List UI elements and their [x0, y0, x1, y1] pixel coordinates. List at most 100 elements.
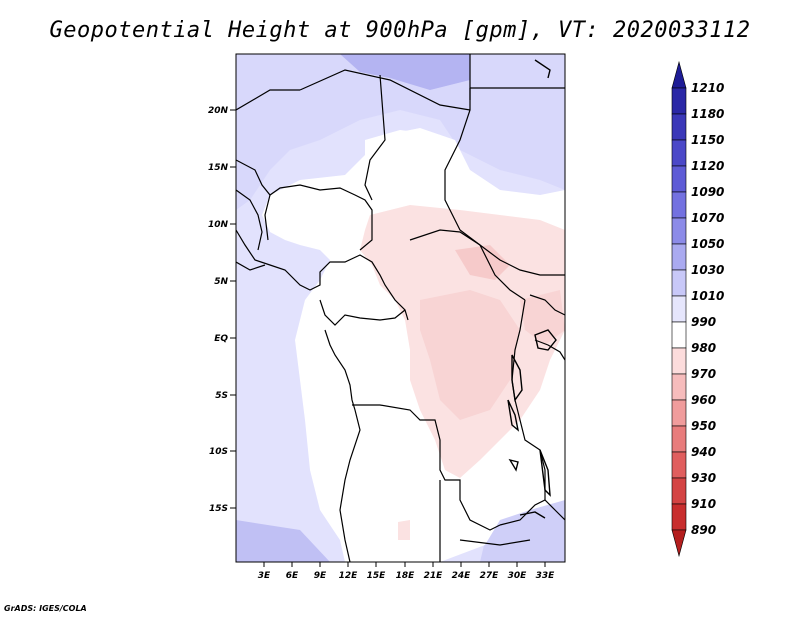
colorbar-swatch [671, 165, 687, 193]
lat-label: EQ [214, 334, 228, 344]
colorbar-level-label: 1030 [691, 263, 724, 277]
colorbar-swatch [671, 347, 687, 375]
lon-label: 9E [314, 571, 327, 581]
lon-label: 27E [480, 571, 500, 581]
border-zambezi [459, 539, 531, 546]
lake-mweru [508, 458, 519, 472]
colorbar-level-label: 1150 [691, 133, 724, 147]
colorbar-level-label: 970 [691, 367, 716, 381]
coastline-atlantic-south [324, 329, 361, 562]
lake-nasser [534, 59, 551, 79]
colorbar-swatch [671, 217, 687, 245]
colorbar-swatch [671, 373, 687, 401]
lon-label: 33E [536, 571, 556, 581]
colorbar-bottom-arrow [671, 529, 687, 558]
colorbar-swatch [671, 399, 687, 427]
colorbar-swatch [671, 113, 687, 141]
colorbar-swatch [671, 451, 687, 479]
colorbar-level-label: 1210 [691, 81, 724, 95]
colorbar-top-arrow [671, 60, 687, 89]
lon-ticks [263, 562, 546, 567]
border-west-africa [236, 159, 373, 251]
border-sahara-north [299, 69, 471, 111]
map-frame [235, 53, 566, 563]
lon-label: 15E [367, 571, 387, 581]
lat-label: 15N [208, 163, 229, 173]
border-south-sudan [479, 244, 565, 276]
border-gulf-guinea [236, 229, 409, 321]
colorbar-level-label: 980 [691, 341, 716, 355]
border-chad-sudan [444, 88, 481, 246]
lon-label: 24E [452, 571, 472, 581]
colorbar-level-label: 1090 [691, 185, 724, 199]
colorbar-level-label: 910 [691, 497, 716, 511]
colorbar-level-label: 940 [691, 445, 716, 459]
lon-label: 6E [286, 571, 299, 581]
lon-label: 12E [339, 571, 359, 581]
colorbar-swatch [671, 87, 687, 115]
colorbar-level-label: 950 [691, 419, 716, 433]
lon-label: 30E [508, 571, 528, 581]
border-zambia-mozambique [499, 499, 565, 526]
lake-kariba [519, 511, 546, 519]
border-gabon-congo [319, 299, 406, 326]
lon-label: 3E [258, 571, 271, 581]
lat-label: 20N [208, 106, 229, 116]
colorbar-level-label: 1070 [691, 211, 724, 225]
colorbar-swatch [671, 425, 687, 453]
grads-credit: GrADS: IGES/COLA [4, 604, 87, 613]
lake-malawi [539, 449, 551, 497]
border-kenya-tanzania [534, 339, 565, 361]
border-angola [352, 404, 501, 531]
lat-ticks [230, 109, 236, 509]
map-field [236, 54, 565, 562]
field-sahel-band [365, 130, 455, 210]
lat-label: 10N [208, 220, 229, 230]
lon-labels: 3E 6E 9E 12E 15E 18E 21E 24E 27E 30E 33E [258, 571, 555, 581]
lat-labels: 20N 15N 10N 5N EQ 5S 10S 15S [208, 106, 229, 514]
country-borders [236, 54, 565, 562]
lake-tanganyika-south [507, 399, 520, 432]
lat-label: 10S [209, 447, 228, 457]
lat-label: 5S [215, 391, 228, 401]
colorbar-swatch [671, 269, 687, 297]
lake-victoria [534, 329, 557, 351]
colorbar-level-label: 1050 [691, 237, 724, 251]
field-south-spot [398, 520, 410, 540]
border-liberia [236, 261, 266, 271]
border-car [409, 229, 526, 301]
colorbar-swatch [671, 243, 687, 271]
field-highland-core [455, 245, 510, 280]
colorbar-level-label: 930 [691, 471, 716, 485]
colorbar-level-label: 960 [691, 393, 716, 407]
border-sierra-leone [236, 189, 263, 251]
colorbar-level-label: 890 [691, 523, 716, 537]
lon-label: 18E [396, 571, 416, 581]
field-north-band [236, 54, 565, 210]
border-guinea [264, 194, 271, 241]
lakes [507, 59, 557, 519]
lon-label: 21E [424, 571, 444, 581]
colorbar-swatch [671, 477, 687, 505]
lake-tanganyika-north [511, 354, 523, 402]
border-niger-chad [364, 74, 386, 201]
field-south-low [236, 520, 330, 562]
colorbar-swatch [671, 503, 687, 531]
lat-label: 15S [209, 504, 228, 514]
field-east-core [520, 290, 565, 345]
field-congo-core [420, 290, 520, 420]
border-uganda-kenya [529, 294, 565, 316]
field-north-max [340, 54, 470, 90]
colorbar-swatch [671, 321, 687, 349]
colorbar-swatch [671, 191, 687, 219]
lat-label: 5N [214, 277, 228, 287]
border-great-lakes [511, 299, 546, 500]
colorbar-swatch [671, 295, 687, 323]
colorbar-level-label: 1010 [691, 289, 724, 303]
colorbar-level-label: 1180 [691, 107, 724, 121]
border-algeria-mali [236, 89, 300, 111]
map-title: Geopotential Height at 900hPa [gpm], VT:… [49, 18, 751, 43]
colorbar-level-label: 1120 [691, 159, 724, 173]
colorbar-level-label: 990 [691, 315, 716, 329]
